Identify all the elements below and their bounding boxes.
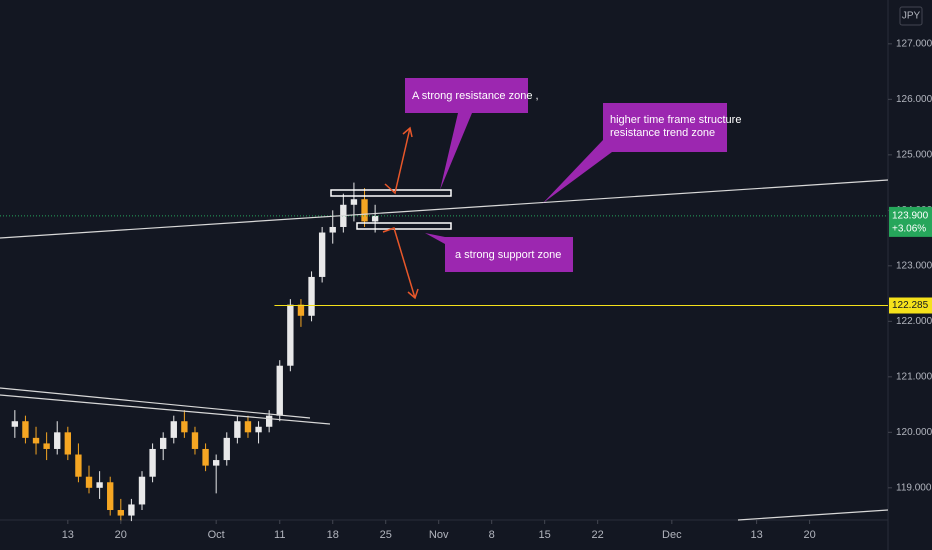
price-label: 123.900 (892, 211, 929, 222)
candle-body (160, 437, 167, 449)
candle-body (11, 421, 19, 427)
candle-body (85, 476, 93, 488)
candle-body (138, 476, 146, 505)
candle-body (54, 432, 61, 449)
x-tick-label: 13 (750, 529, 762, 541)
drawings: A strong resistance zone , higher time f… (0, 78, 889, 521)
candle-body (361, 199, 368, 222)
candle-body (212, 460, 220, 466)
candle-body (128, 504, 135, 516)
candle-body (43, 443, 50, 449)
candle-body (287, 304, 294, 366)
y-tick-label: 126.000 (896, 94, 932, 105)
annotation: a strong support zone (455, 249, 561, 261)
callout (405, 78, 528, 190)
x-tick-label: 20 (803, 529, 815, 541)
candle-body (202, 448, 209, 466)
candle-body (318, 232, 326, 277)
x-tick-label: 15 (539, 529, 551, 541)
y-tick-label: 127.000 (896, 38, 932, 49)
candle-body (244, 421, 252, 433)
candle-body (170, 421, 177, 438)
candle-body (32, 437, 40, 444)
x-tick-label: Nov (429, 529, 449, 541)
x-tick-label: 20 (115, 529, 127, 541)
x-tick-label: Oct (208, 529, 225, 541)
price-change: +3.06% (892, 224, 926, 235)
x-tick-label: 22 (592, 529, 604, 541)
annotation: higher time frame structure (610, 114, 741, 126)
down-arrow (382, 227, 419, 300)
price-label-bg (889, 206, 932, 237)
candle-body (117, 510, 124, 516)
x-tick-label: 11 (274, 529, 285, 541)
y-tick-label: 125.000 (896, 149, 932, 160)
candle-body (75, 454, 82, 477)
up-arrow (384, 126, 413, 195)
candle-body (181, 421, 188, 433)
currency-badge[interactable] (899, 6, 923, 26)
candle-body (64, 432, 71, 455)
candle-body (96, 482, 103, 488)
candle-body (276, 365, 283, 416)
trend-line (0, 394, 331, 425)
level-label: 122.285 (892, 300, 929, 311)
candle-body (255, 426, 262, 433)
x-tick-label: 18 (327, 529, 339, 541)
candle-body (350, 199, 358, 205)
candle-body (297, 304, 305, 316)
candle-body (149, 448, 156, 477)
candle-body (265, 415, 273, 427)
x-tick-label: 13 (62, 529, 74, 541)
y-tick-label: 119.000 (896, 482, 932, 493)
candle-body (22, 421, 29, 438)
support-zone (356, 222, 452, 230)
candle-body (371, 215, 379, 222)
trend-line (0, 179, 889, 239)
y-tick-label: 121.000 (896, 371, 932, 382)
y-tick-label: 120.000 (896, 427, 932, 438)
candle-body (223, 437, 230, 461)
candle-body (107, 482, 114, 511)
y-tick-label: 123.000 (896, 260, 932, 271)
currency: JPY (902, 11, 921, 22)
level-label-bg (889, 297, 932, 314)
candle-body (308, 276, 315, 316)
callout (425, 233, 573, 272)
candle-body (191, 432, 199, 449)
annotation: A strong resistance zone , (412, 90, 539, 102)
x-tick-label: 25 (380, 529, 392, 541)
annotation: resistance trend zone (610, 127, 715, 139)
callout (543, 103, 727, 203)
y-tick-label: 122.000 (896, 316, 932, 327)
x-tick-label: Dec (662, 529, 682, 541)
trend-line (0, 387, 311, 419)
trend-line (737, 509, 889, 521)
candle-body (329, 226, 336, 233)
plot (0, 182, 888, 522)
x-tick-label: 8 (489, 529, 495, 541)
candle-body (234, 421, 241, 438)
